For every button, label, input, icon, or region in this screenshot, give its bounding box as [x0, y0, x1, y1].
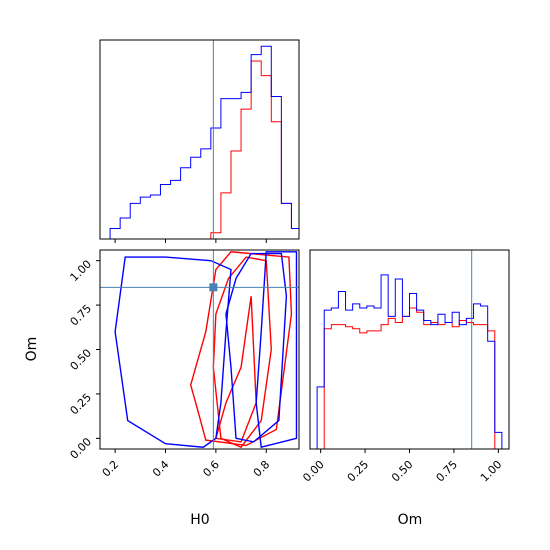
joint-y-tick-label: 1.00 — [68, 258, 95, 285]
om-axis-label-bottom: Om — [398, 512, 423, 528]
om-axis-label-left: Om — [24, 337, 40, 362]
axis-labels: H0 Om Om — [24, 337, 422, 528]
joint-y-tick-label: 0.50 — [68, 346, 95, 373]
om-x-tick-label: 0.75 — [434, 458, 461, 485]
joint-x-tick-label: 0.6 — [200, 458, 222, 480]
h0-axis-label: H0 — [190, 512, 209, 528]
joint-y-tick-label: 0.25 — [68, 391, 95, 418]
contour-blue-0 — [225, 252, 288, 443]
joint-x-tick-label: 0.8 — [251, 458, 273, 480]
joint-y-tick-label: 0.00 — [68, 435, 95, 462]
contour-blue-1 — [114, 256, 232, 448]
joint-h0-om-panel: 0.2 0.4 0.6 0.8 0.00 0.25 0.50 0.75 1.00 — [68, 249, 300, 480]
hist-step-blue — [310, 274, 509, 449]
joint-x-tick-label: 0.4 — [150, 458, 172, 480]
om-x-tick-label: 0.25 — [345, 458, 372, 485]
hist-step-blue — [100, 45, 299, 239]
om-x-tick-label: 0.50 — [389, 458, 416, 485]
joint-x-tick-label: 0.2 — [100, 458, 122, 480]
contour-blue-2 — [255, 251, 298, 449]
hist-om-panel: 0.00 0.25 0.50 0.75 1.00 — [300, 249, 510, 485]
contour-red-1 — [189, 251, 293, 447]
joint-y-tick-label: 0.75 — [68, 302, 95, 329]
contour-group — [114, 251, 298, 449]
hist-h0-frame — [99, 39, 300, 240]
contour-red-2 — [214, 296, 257, 443]
hist-om-frame — [309, 249, 510, 450]
om-x-tick-label: 1.00 — [478, 458, 505, 485]
hist-h0-panel — [99, 39, 300, 243]
om-x-tick-label: 0.00 — [300, 458, 327, 485]
truth-point — [209, 283, 218, 292]
hist-step-red — [310, 307, 509, 449]
